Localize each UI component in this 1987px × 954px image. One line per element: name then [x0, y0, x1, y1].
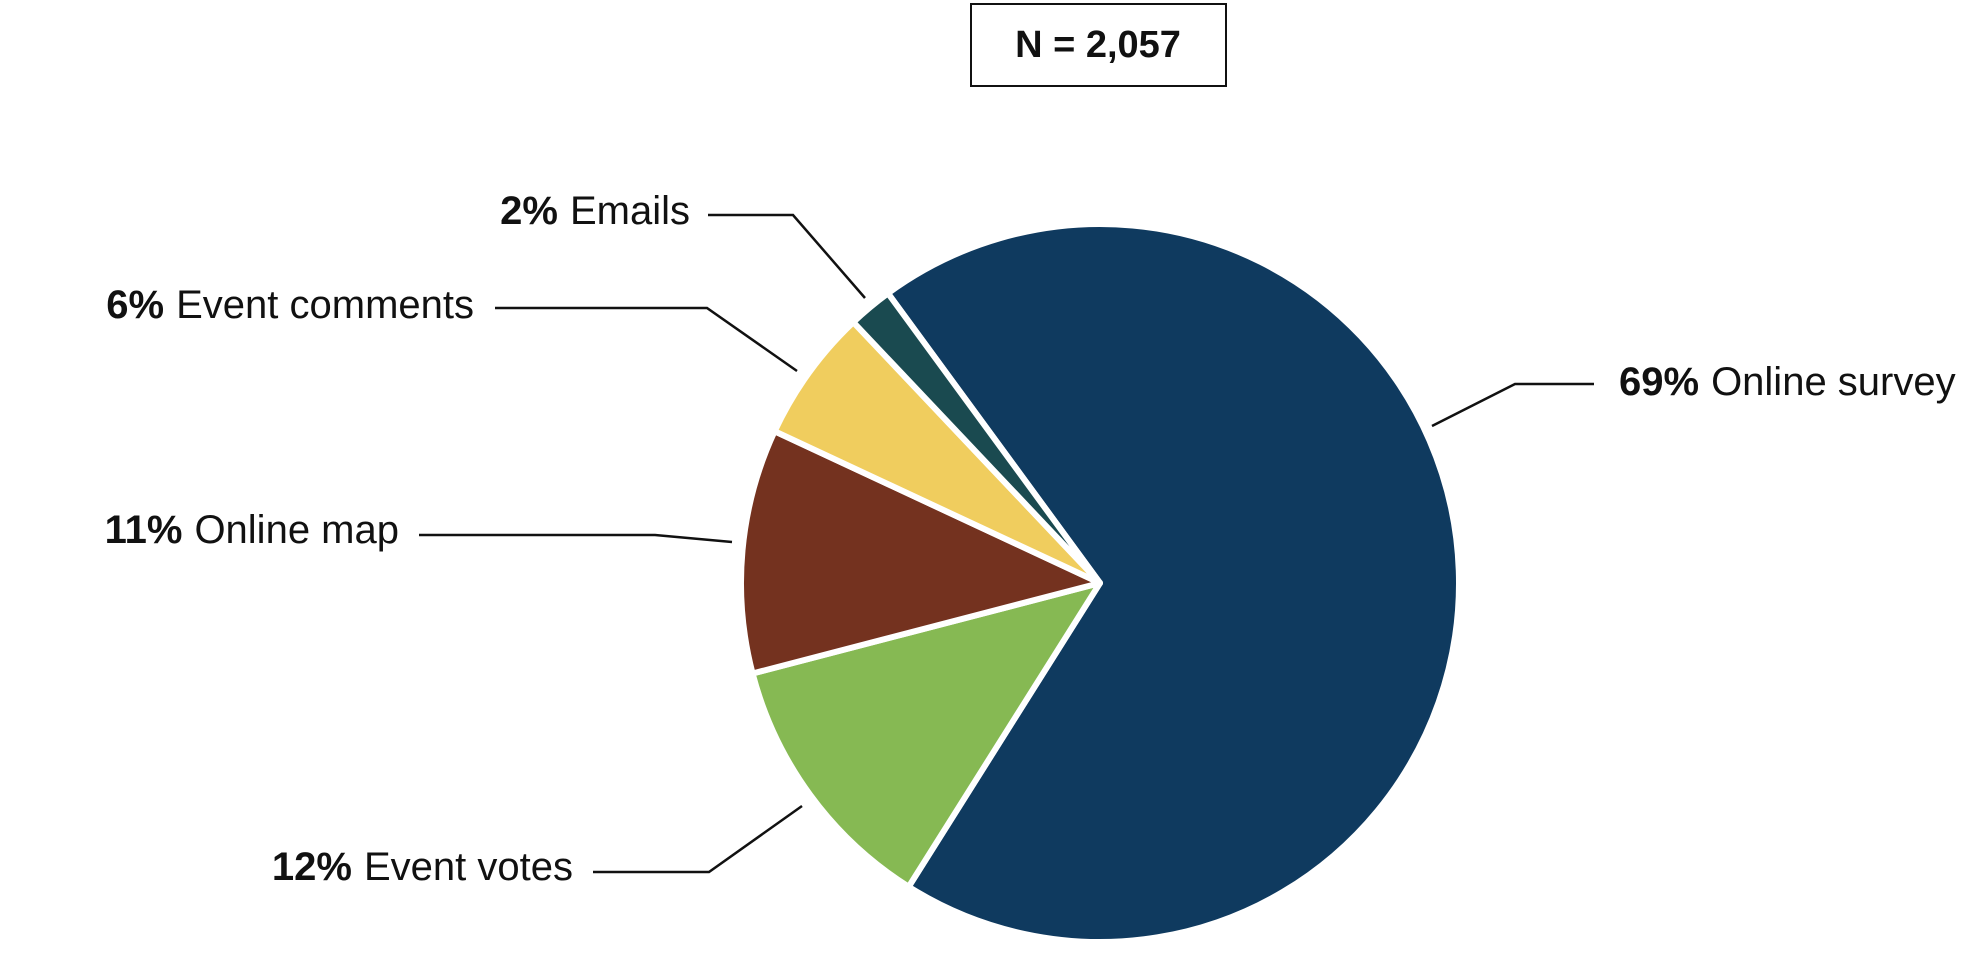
- value-label: 6%: [106, 283, 164, 327]
- pie-slice: [850, 290, 1103, 586]
- category-label: Online survey: [1711, 360, 1956, 404]
- value-label: 12%: [272, 845, 352, 889]
- leader-line: [419, 533, 733, 544]
- category-label: Event votes: [364, 845, 573, 889]
- category-label: Emails: [570, 189, 690, 233]
- pie-slice: [738, 428, 1103, 677]
- leader-line: [1431, 382, 1594, 428]
- data-label: 6% Event comments: [106, 283, 474, 327]
- annotation-box: [970, 3, 1227, 87]
- value-label: 69%: [1619, 360, 1699, 404]
- data-label: 11% Online map: [105, 508, 399, 552]
- data-label: 12% Event votes: [272, 845, 573, 889]
- data-label: 69% Online survey: [1619, 360, 1956, 404]
- data-label: 2% Emails: [500, 189, 690, 233]
- pie-slice: [749, 580, 1103, 890]
- annotation: N = 2,057: [1015, 24, 1181, 66]
- leader-line: [708, 213, 866, 299]
- leader-line: [593, 804, 803, 874]
- leader-line: [495, 306, 798, 373]
- value-label: 2%: [500, 189, 558, 233]
- category-label: Online map: [194, 508, 399, 552]
- value-label: 11%: [105, 508, 183, 552]
- category-label: Event comments: [176, 283, 474, 327]
- pie-slice: [884, 221, 1462, 945]
